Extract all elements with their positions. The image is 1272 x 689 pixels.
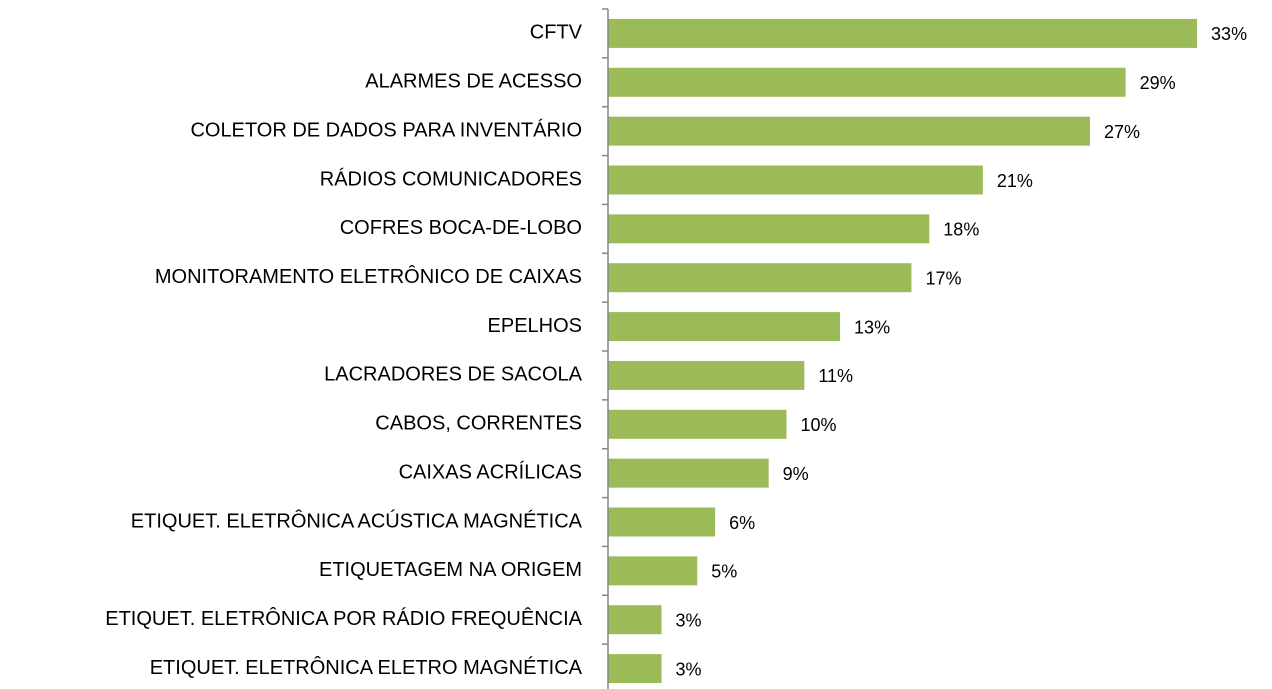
category-label: ETIQUET. ELETRÔNICA ACÚSTICA MAGNÉTICA bbox=[131, 509, 583, 532]
bar bbox=[608, 556, 698, 586]
bar bbox=[608, 214, 930, 244]
bar bbox=[608, 605, 662, 635]
bar bbox=[608, 263, 912, 293]
value-label: 10% bbox=[801, 415, 837, 435]
value-label: 33% bbox=[1211, 24, 1247, 44]
category-label: RÁDIOS COMUNICADORES bbox=[320, 167, 582, 190]
category-label: CABOS, CORRENTES bbox=[375, 413, 582, 435]
value-label: 9% bbox=[783, 464, 809, 484]
bar bbox=[608, 409, 787, 439]
category-label: MONITORAMENTO ELETRÔNICO DE CAIXAS bbox=[155, 265, 582, 288]
value-label: 27% bbox=[1104, 122, 1140, 142]
category-label: CAIXAS ACRÍLICAS bbox=[399, 460, 582, 483]
bar bbox=[608, 67, 1126, 97]
value-label: 5% bbox=[711, 562, 737, 582]
value-label: 6% bbox=[729, 513, 755, 533]
bar bbox=[608, 458, 769, 488]
category-label: ETIQUETAGEM NA ORIGEM bbox=[319, 559, 582, 581]
value-label: 21% bbox=[997, 171, 1033, 191]
bar bbox=[608, 360, 805, 390]
bar bbox=[608, 312, 841, 342]
bar bbox=[608, 116, 1090, 146]
value-label: 11% bbox=[818, 366, 853, 386]
category-label: COFRES BOCA-DE-LOBO bbox=[340, 217, 582, 239]
bar bbox=[608, 165, 983, 195]
bar bbox=[608, 18, 1198, 48]
value-label: 29% bbox=[1140, 73, 1176, 93]
category-label: CFTV bbox=[530, 22, 583, 44]
category-label: EPELHOS bbox=[488, 315, 582, 337]
category-label: COLETOR DE DADOS PARA INVENTÁRIO bbox=[190, 118, 582, 141]
category-label: LACRADORES DE SACOLA bbox=[324, 364, 583, 386]
value-label: 3% bbox=[676, 659, 702, 679]
value-label: 13% bbox=[854, 317, 890, 337]
bar bbox=[608, 654, 662, 684]
bar bbox=[608, 507, 716, 537]
category-label: ALARMES DE ACESSO bbox=[365, 71, 582, 93]
value-label: 3% bbox=[676, 610, 702, 630]
category-label: ETIQUET. ELETRÔNICA ELETRO MAGNÉTICA bbox=[150, 656, 583, 679]
value-label: 17% bbox=[925, 268, 961, 288]
category-label: ETIQUET. ELETRÔNICA POR RÁDIO FREQUÊNCIA bbox=[105, 607, 582, 630]
value-label: 18% bbox=[943, 220, 979, 240]
